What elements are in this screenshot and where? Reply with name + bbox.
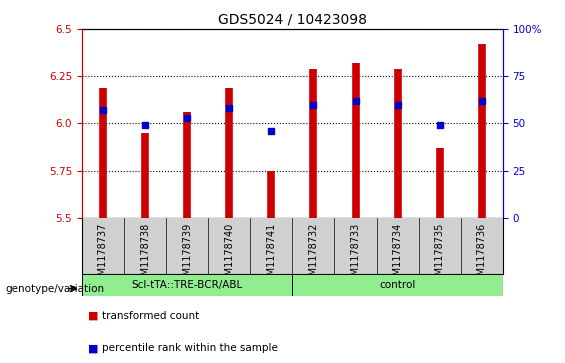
- Text: ■: ■: [88, 343, 98, 354]
- Text: GSM1178741: GSM1178741: [266, 222, 276, 287]
- Text: GSM1178740: GSM1178740: [224, 222, 234, 287]
- Text: GSM1178734: GSM1178734: [393, 222, 403, 287]
- Text: transformed count: transformed count: [102, 311, 199, 321]
- Text: GSM1178732: GSM1178732: [308, 222, 319, 287]
- Text: percentile rank within the sample: percentile rank within the sample: [102, 343, 277, 354]
- Text: ■: ■: [88, 311, 98, 321]
- Title: GDS5024 / 10423098: GDS5024 / 10423098: [218, 12, 367, 26]
- Text: control: control: [380, 280, 416, 290]
- Text: GSM1178735: GSM1178735: [434, 222, 445, 287]
- Text: genotype/variation: genotype/variation: [6, 284, 105, 294]
- Text: GSM1178736: GSM1178736: [477, 222, 487, 287]
- Text: GSM1178739: GSM1178739: [182, 222, 192, 287]
- Text: Scl-tTA::TRE-BCR/ABL: Scl-tTA::TRE-BCR/ABL: [132, 280, 243, 290]
- Text: GSM1178733: GSM1178733: [350, 222, 360, 287]
- Text: GSM1178737: GSM1178737: [98, 222, 108, 287]
- Bar: [293, 274, 503, 296]
- Text: GSM1178738: GSM1178738: [140, 222, 150, 287]
- Bar: [82, 274, 293, 296]
